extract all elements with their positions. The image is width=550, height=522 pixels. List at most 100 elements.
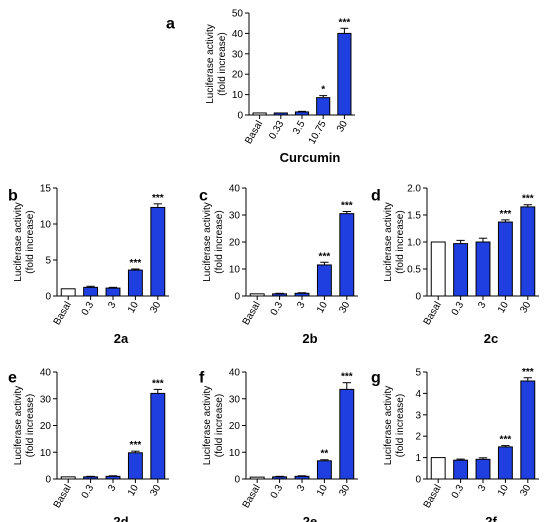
y-axis-label-d-line1: Luciferase activity — [383, 202, 394, 281]
y-axis-label-d-line2: (fold increase) — [395, 210, 406, 273]
x-tick-label-b-3: 10 — [126, 300, 141, 316]
x-tick-label-f-2: 3 — [295, 483, 308, 494]
y-tick-label-d-3: 1.5 — [407, 211, 421, 222]
y-tick-label-c-4: 40 — [229, 184, 241, 195]
y-tick-label-f-4: 40 — [229, 368, 241, 379]
bar-g-1 — [453, 459, 469, 480]
significance-d-3: *** — [500, 209, 512, 220]
y-axis-label-b-line1: Luciferase activity — [13, 202, 24, 281]
x-tick-label-b-4: 30 — [148, 300, 163, 316]
y-tick-label-e-4: 40 — [40, 368, 52, 379]
x-tick-label-g-3: 10 — [496, 483, 511, 499]
x-tick-label-g-0: Basal — [422, 483, 444, 510]
bar-f-3 — [316, 460, 332, 480]
bar-e-1 — [83, 476, 99, 480]
x-tick-label-f-1: 0.3 — [269, 483, 286, 501]
x-tick-label-d-4: 30 — [518, 300, 533, 316]
y-axis-label-b-line2: (fold increase) — [25, 210, 36, 273]
bar-b-1 — [83, 286, 99, 297]
significance-g-4: *** — [522, 367, 534, 378]
x-tick-label-b-2: 3 — [106, 300, 119, 311]
x-tick-label-g-1: 0.3 — [450, 483, 467, 501]
y-tick-label-f-3: 30 — [229, 394, 241, 405]
bar-b-4 — [150, 206, 166, 297]
significance-e-3: *** — [130, 440, 142, 451]
bar-g-3 — [497, 446, 513, 480]
y-tick-label-a-3: 30 — [232, 49, 244, 60]
x-axis-label-e: 2d — [113, 514, 128, 522]
bar-g-0 — [430, 457, 446, 480]
y-tick-label-b-3: 15 — [40, 184, 52, 195]
x-tick-label-g-2: 3 — [476, 483, 489, 494]
x-tick-label-e-1: 0.3 — [80, 483, 97, 501]
bar-d-1 — [453, 243, 469, 297]
x-tick-label-e-4: 30 — [148, 483, 163, 499]
x-tick-label-b-0: Basal — [52, 300, 74, 327]
y-tick-label-g-3: 3 — [415, 410, 421, 421]
x-tick-label-d-1: 0.3 — [450, 300, 467, 318]
bar-d-4 — [520, 206, 536, 297]
y-tick-label-a-0: 0 — [237, 111, 243, 122]
x-tick-label-a-0: Basal — [243, 119, 265, 146]
y-tick-label-d-0: 0 — [415, 292, 421, 303]
bar-f-4 — [339, 388, 355, 480]
x-tick-label-a-2: 3.5 — [291, 119, 308, 137]
x-tick-label-a-1: 0.33 — [267, 119, 286, 142]
significance-b-4: *** — [152, 193, 164, 204]
x-tick-label-d-2: 3 — [476, 300, 489, 311]
panel-letter-b: b — [8, 187, 18, 204]
panel-letter-f: f — [199, 369, 205, 386]
bar-c-3 — [316, 264, 332, 297]
x-tick-label-c-1: 0.3 — [269, 300, 286, 318]
bar-c-2 — [294, 292, 310, 297]
y-axis-label-c-line2: (fold increase) — [214, 210, 225, 273]
significance-e-4: *** — [152, 378, 164, 389]
y-tick-label-b-1: 5 — [45, 256, 51, 267]
bar-b-3 — [127, 269, 143, 297]
bar-a-4 — [337, 32, 352, 116]
y-axis-label-f-line1: Luciferase activity — [202, 386, 213, 465]
bar-d-0 — [430, 241, 446, 297]
bar-g-2 — [475, 458, 491, 480]
x-tick-label-c-3: 10 — [315, 300, 330, 316]
bar-e-3 — [127, 452, 143, 480]
y-axis-label-f-line2: (fold increase) — [214, 394, 225, 457]
y-tick-label-f-1: 10 — [229, 448, 241, 459]
significance-g-3: *** — [500, 435, 512, 446]
bar-b-2 — [105, 287, 121, 297]
panel-letter-c: c — [199, 187, 208, 204]
x-tick-label-c-4: 30 — [337, 300, 352, 316]
bar-c-1 — [272, 293, 288, 297]
bar-a-1 — [273, 112, 288, 116]
x-tick-label-d-0: Basal — [422, 300, 444, 327]
bar-e-4 — [150, 392, 166, 480]
y-tick-label-b-0: 0 — [45, 292, 51, 303]
y-tick-label-g-2: 2 — [415, 432, 421, 443]
x-tick-label-d-3: 10 — [496, 300, 511, 316]
x-tick-label-c-2: 3 — [295, 300, 308, 311]
y-tick-label-c-2: 20 — [229, 238, 241, 249]
x-axis-label-b: 2a — [114, 331, 129, 346]
y-tick-label-a-5: 50 — [232, 9, 244, 20]
significance-d-4: *** — [522, 194, 534, 205]
y-axis-label-e-line1: Luciferase activity — [13, 386, 24, 465]
x-tick-label-e-0: Basal — [52, 483, 74, 510]
bar-f-2 — [294, 475, 310, 480]
y-tick-label-a-4: 40 — [232, 29, 244, 40]
x-axis-label-a: Curcumin — [280, 150, 341, 165]
bar-f-0 — [249, 476, 265, 480]
y-tick-label-e-1: 10 — [40, 448, 52, 459]
y-tick-label-d-4: 2.0 — [407, 184, 421, 195]
y-tick-label-c-0: 0 — [234, 292, 240, 303]
y-tick-label-c-3: 30 — [229, 211, 241, 222]
y-tick-label-a-1: 10 — [232, 90, 244, 101]
bar-c-0 — [249, 293, 265, 297]
x-tick-label-f-4: 30 — [337, 483, 352, 499]
significance-c-3: *** — [319, 251, 331, 262]
x-axis-label-d: 2c — [484, 331, 498, 346]
y-tick-label-c-1: 10 — [229, 265, 241, 276]
y-tick-label-e-0: 0 — [45, 475, 51, 486]
bar-d-3 — [497, 221, 513, 297]
x-axis-label-c: 2b — [302, 331, 317, 346]
